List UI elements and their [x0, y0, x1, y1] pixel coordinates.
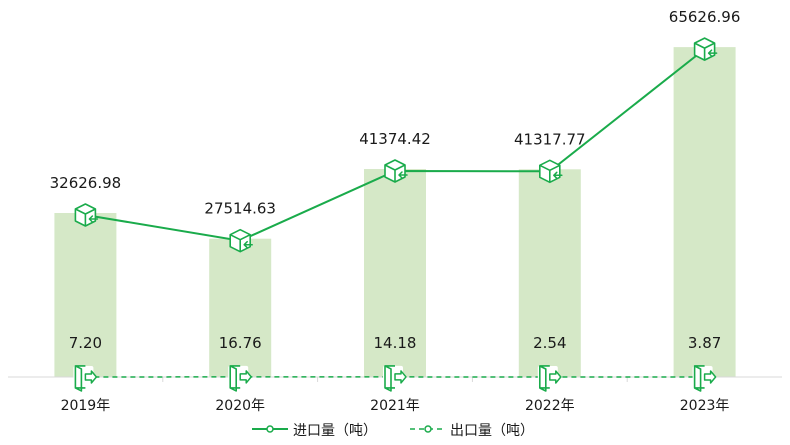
door-arrow-out-icon — [73, 365, 98, 392]
box-arrow-in-icon — [693, 37, 718, 61]
import-data-label: 27514.63 — [204, 200, 276, 218]
legend-export-marker-icon — [424, 425, 432, 433]
export-data-label: 3.87 — [688, 334, 721, 352]
legend-export-label: 出口量（吨） — [450, 423, 534, 439]
import-bar — [209, 238, 272, 377]
import-data-label: 41374.42 — [359, 130, 431, 148]
box-arrow-in-icon — [384, 159, 408, 183]
x-tick-label: 2021年 — [370, 398, 420, 414]
data-labels: 32626.98 27514.63 41374.42 41317.77 65626.96… — [50, 8, 741, 352]
legend-item-import[interactable]: 进口量（吨） — [252, 423, 377, 439]
import-bars — [54, 47, 736, 378]
box-arrow-in-icon — [229, 228, 253, 253]
door-arrow-out-icon — [228, 365, 252, 392]
import-data-label: 32626.98 — [50, 174, 122, 192]
box-arrow-in-icon — [74, 203, 99, 227]
import-bar — [673, 47, 736, 378]
x-tick-label: 2022年 — [525, 398, 575, 414]
door-arrow-out-icon — [537, 365, 562, 392]
export-data-label: 14.18 — [374, 334, 417, 352]
x-tick-label: 2023年 — [680, 398, 730, 414]
import-bar — [54, 212, 117, 377]
x-tick-label: 2020年 — [215, 398, 265, 414]
import-bar — [518, 169, 581, 377]
x-tick-label: 2019年 — [61, 398, 111, 414]
export-data-label: 7.20 — [69, 334, 102, 352]
import-data-label: 65626.96 — [669, 8, 741, 26]
legend-item-export[interactable]: 出口量（吨） — [410, 423, 534, 439]
legend-import-marker-icon — [266, 425, 274, 433]
series-markers — [73, 37, 718, 392]
import-bar — [364, 169, 426, 377]
export-data-label: 16.76 — [219, 334, 262, 352]
x-axis-ticks: 2019年 2020年 2021年 2022年 2023年 — [61, 377, 730, 414]
door-arrow-out-icon — [692, 365, 717, 392]
export-data-label: 2.54 — [533, 334, 566, 352]
box-arrow-in-icon — [538, 159, 563, 184]
door-arrow-out-icon — [383, 365, 407, 392]
legend-import-label: 进口量（吨） — [293, 423, 377, 439]
legend: 进口量（吨） 出口量（吨） — [252, 423, 534, 439]
import-data-label: 41317.77 — [514, 130, 586, 148]
